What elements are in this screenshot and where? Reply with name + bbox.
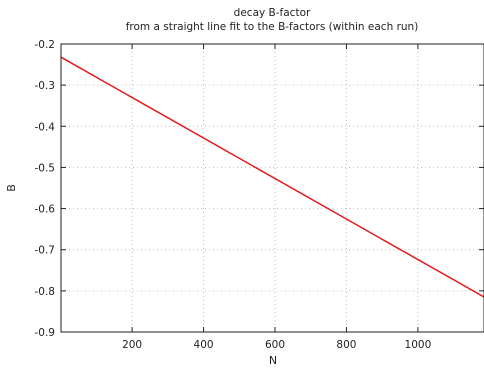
- x-tick: 1000: [405, 44, 432, 351]
- series-line: [60, 56, 484, 298]
- y-tick-label: -0.4: [35, 121, 56, 133]
- y-tick-label: -0.8: [35, 286, 56, 298]
- y-tick-label: -0.6: [35, 204, 56, 216]
- y-tick: -0.2: [35, 39, 484, 51]
- series-layer: [60, 56, 484, 298]
- y-axis: -0.9 -0.8 -0.7 -0.6 -0.5 -0.4 -0.3 -0.2: [35, 39, 484, 339]
- x-tick-label: 800: [336, 339, 356, 351]
- plot-frame: [60, 43, 484, 333]
- y-tick: -0.7: [35, 245, 484, 257]
- x-tick: 400: [194, 44, 214, 351]
- x-tick: 600: [265, 44, 285, 351]
- y-tick: -0.4: [35, 121, 484, 133]
- y-tick: -0.6: [35, 204, 484, 216]
- y-tick-label: -0.5: [35, 162, 56, 174]
- x-axis: 200 400 600 800 1000: [122, 44, 431, 351]
- y-tick: -0.8: [35, 286, 484, 298]
- x-tick-label: 600: [265, 339, 285, 351]
- y-tick: -0.9: [35, 327, 484, 339]
- y-axis-label: B: [5, 184, 18, 192]
- chart-subtitle: from a straight line fit to the B-factor…: [126, 21, 419, 33]
- y-tick: -0.3: [35, 80, 484, 92]
- x-tick-label: 1000: [405, 339, 432, 351]
- x-axis-label: N: [269, 354, 277, 367]
- y-tick-label: -0.9: [35, 327, 56, 339]
- chart-title: decay B-factor: [234, 7, 311, 19]
- y-tick-label: -0.7: [35, 245, 56, 257]
- x-tick-label: 400: [194, 339, 214, 351]
- grid: [61, 44, 484, 332]
- y-tick-label: -0.3: [35, 80, 56, 92]
- x-tick: 200: [122, 44, 142, 351]
- y-tick-label: -0.2: [35, 39, 56, 51]
- x-tick: 800: [336, 44, 356, 351]
- y-tick: -0.5: [35, 162, 484, 174]
- x-tick-label: 200: [122, 339, 142, 351]
